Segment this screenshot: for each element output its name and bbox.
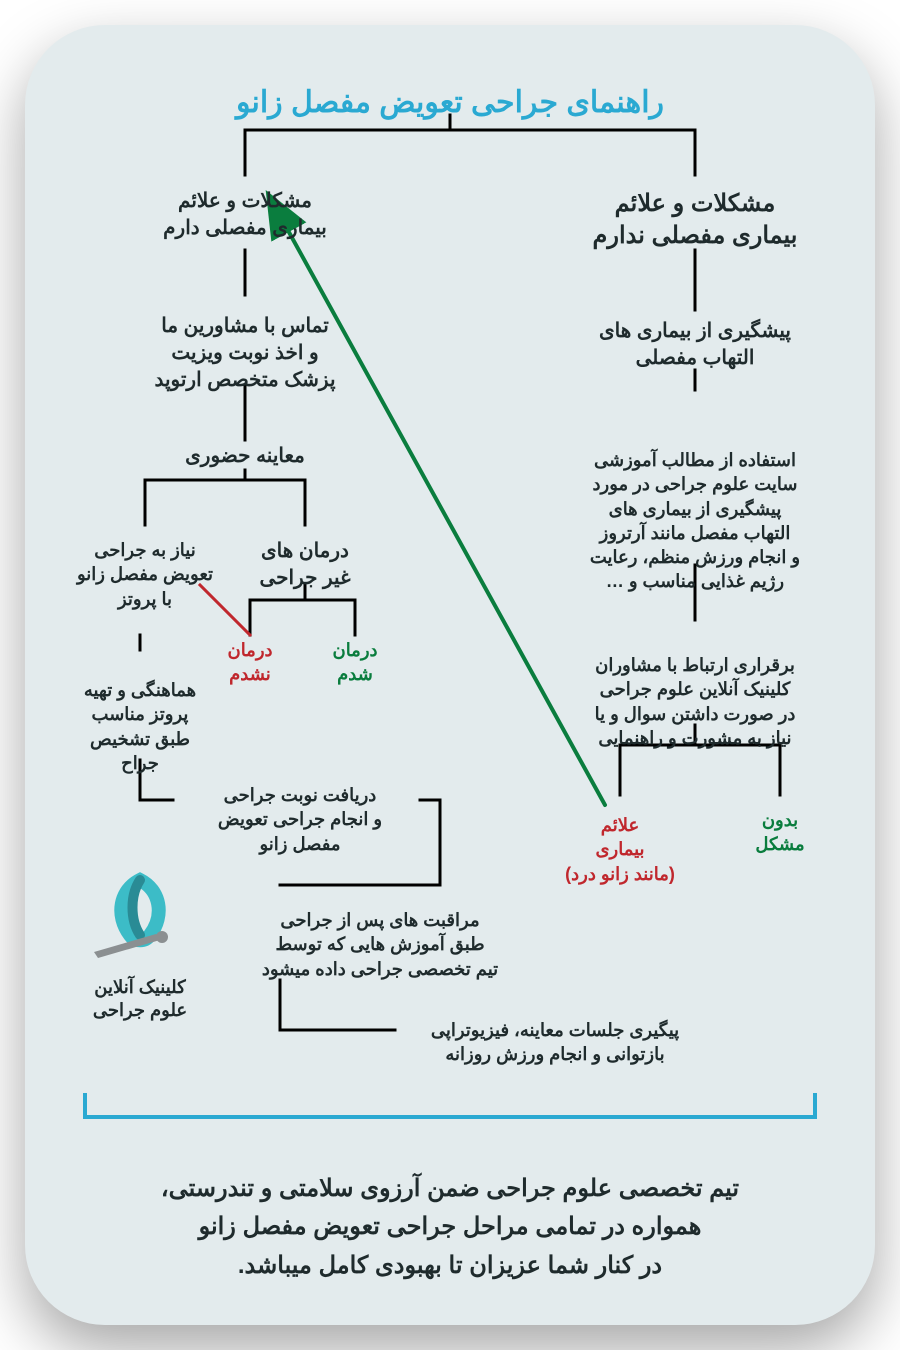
node-need_surgery: نیاز به جراحیتعویض مفصل زانوبا پروتز <box>45 538 245 611</box>
footer-text: تیم تخصصی علوم جراحی ضمن آرزوی سلامتی و … <box>25 1170 875 1285</box>
node-consult: برقراری ارتباط با مشاورانکلینیک آنلاین ع… <box>550 653 840 750</box>
node-no_problem: بدونمشکل <box>720 808 840 857</box>
clinic-logo-label: کلینیک آنلاینعلوم جراحی <box>70 976 210 1023</box>
node-exam: معاینه حضوری <box>145 443 345 470</box>
node-has_symptoms: مشکلات و علائمبیماری مفصلی دارم <box>115 188 375 242</box>
node-no_symptoms: مشکلات و علائمبیماری مفصلی ندارم <box>555 188 835 253</box>
node-postcare: مراقبت های پس از جراحیطبق آموزش هایی که … <box>230 908 530 981</box>
node-title: راهنمای جراحی تعویض مفصل زانو <box>150 83 750 124</box>
clinic-logo: کلینیک آنلاینعلوم جراحی <box>70 870 210 1023</box>
node-treated: درمانشدم <box>305 638 405 687</box>
node-prosthesis: هماهنگی و تهیهپروتز مناسبطبق تشخیصجراح <box>40 678 240 775</box>
node-symptoms_like: علائمبیماری(مانند زانو درد) <box>540 813 700 886</box>
node-appointment: دریافت نوبت جراحیو انجام جراحی تعویضمفصل… <box>170 783 430 856</box>
clinic-logo-icon <box>90 870 190 970</box>
node-education: استفاده از مطالب آموزشیسایت علوم جراحی د… <box>545 448 845 594</box>
node-followup: پیگیری جلسات معاینه، فیزیوتراپیبازتوانی … <box>385 1018 725 1067</box>
node-contact: تماس با مشاورین ماو اخذ نوبت ویزیتپزشک م… <box>115 313 375 394</box>
node-prevention: پیشگیری از بیماری هایالتهاب مفصلی <box>565 318 825 372</box>
flowchart-card: راهنمای جراحی تعویض مفصل زانو مشکلات و عل… <box>25 25 875 1325</box>
